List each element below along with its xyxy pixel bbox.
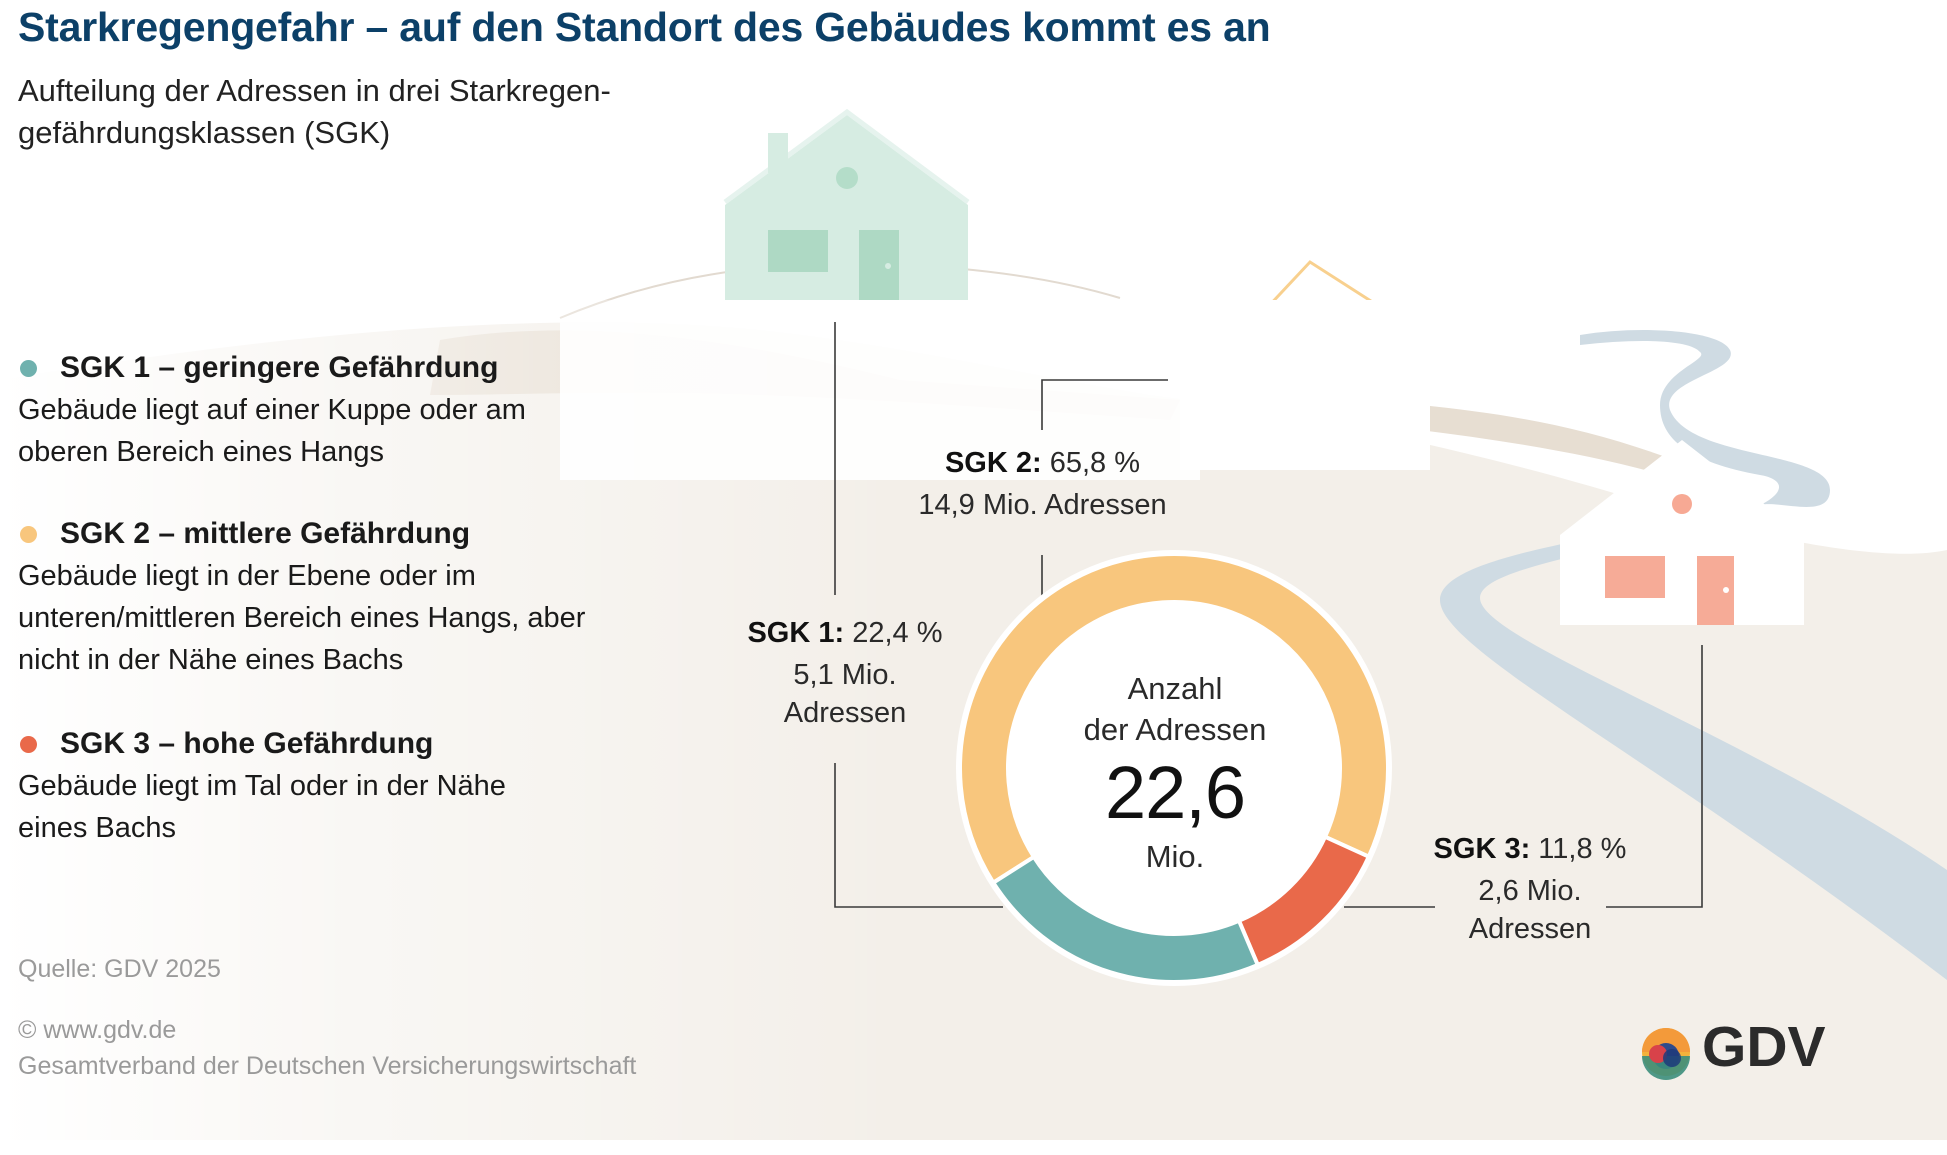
data-label-name: SGK 1: [747,617,845,649]
middle-house-body [1180,300,1430,470]
legend-item-sgk3: SGK 3 – hohe Gefährdung Gebäude liegt im… [18,723,608,849]
center-total-value: 22,6 [1104,751,1246,834]
middle-house-roof [1263,260,1389,314]
data-label-name: SGK 2: [944,447,1042,479]
center-total-unit: Mio. [1145,839,1205,874]
legend-heading: SGK 2 – mittlere Gefährdung [60,517,471,550]
house-sgk1-icon [723,108,970,300]
data-label-sgk2: SGK 2: 65,8 % 14,9 Mio. Adressen [870,444,1215,524]
center-label-line1: Anzahl [1127,671,1223,706]
data-label-percent: 22,4 % [852,617,943,649]
page-title: Starkregengefahr – auf den Standort des … [18,4,1271,50]
donut-center: Anzahl der Adressen 22,6 Mio. [1030,668,1320,877]
donut-chart [956,550,1392,986]
legend-dot-sgk3 [20,736,37,753]
leader-lines [834,322,1703,908]
legend-description: Gebäude liegt auf einer Kuppe oder am ob… [18,394,526,468]
leader-line-sgk3-right [1606,645,1703,908]
hill-band-right [1420,405,1700,480]
data-label-count: 2,6 Mio. [1478,875,1582,907]
donut-background [956,550,1392,986]
data-label-sgk1: SGK 1: 22,4 % 5,1 Mio. Adressen [700,614,990,732]
legend-item-sgk1: SGK 1 – geringere Gefährdung Gebäude lie… [18,347,608,473]
data-label-percent: 11,8 % [1538,833,1627,865]
copyright: © www.gdv.de Gesamtverband der Deutschen… [18,1012,636,1084]
donut-segment-sgk1 [990,854,1261,984]
legend-heading: SGK 3 – hohe Gefährdung [60,727,434,760]
donut-segment-sgk2 [957,552,1390,886]
logo-text: GDV [1702,1015,1826,1079]
copyright-organization: Gesamtverband der Deutschen Versicherung… [18,1052,637,1080]
house-sgk3-icon [1560,440,1804,625]
center-label-line2: der Adressen [1083,712,1267,747]
gdv-logo-icon [1642,1028,1690,1080]
river [1440,330,1947,980]
legend-dot-sgk2 [20,526,37,543]
data-label-count: 14,9 Mio. Adressen [918,489,1167,521]
data-label-sgk3: SGK 3: 11,8 % 2,6 Mio. Adressen [1390,830,1670,948]
source-note: Quelle: GDV 2025 [18,955,221,983]
page-subtitle: Aufteilung der Adressen in drei Starkreg… [18,73,611,150]
data-label-percent: 65,8 % [1049,447,1141,479]
legend-item-sgk2: SGK 2 – mittlere Gefährdung Gebäude lieg… [18,513,608,681]
legend: SGK 1 – geringere Gefährdung Gebäude lie… [18,347,608,893]
data-label-name: SGK 3: [1433,833,1531,865]
legend-heading: SGK 1 – geringere Gefährdung [60,351,499,384]
leader-line-sgk2 [1041,379,1168,430]
leader-line-sgk1-bottom [834,763,1003,908]
data-label-count-unit: Adressen [1468,913,1592,945]
legend-description: Gebäude liegt in der Ebene oder im unter… [18,560,586,676]
copyright-url: © www.gdv.de [18,1016,177,1044]
data-label-count: 5,1 Mio. [793,659,897,691]
legend-dot-sgk1 [20,360,37,377]
gdv-logo: GDV [1638,1015,1828,1080]
data-label-count-unit: Adressen [783,697,907,729]
legend-description: Gebäude liegt im Tal oder in der Nähe ei… [18,770,506,844]
